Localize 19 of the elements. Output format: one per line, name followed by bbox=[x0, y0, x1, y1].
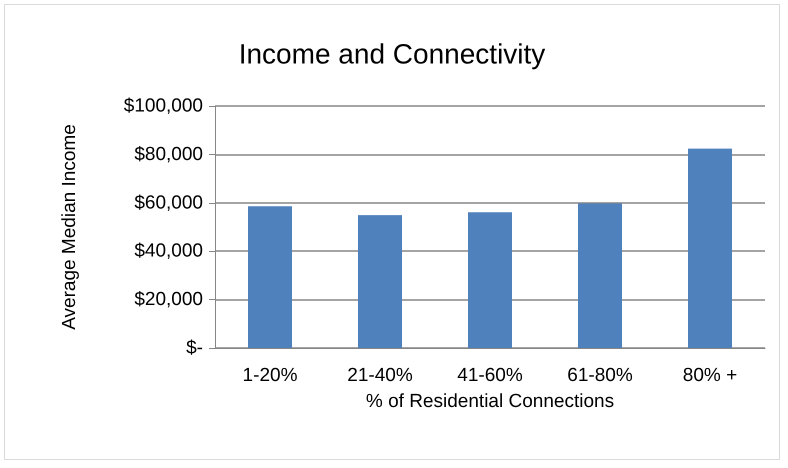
bar bbox=[358, 215, 402, 348]
chart-title: Income and Connectivity bbox=[238, 38, 546, 70]
y-tick-label: $80,000 bbox=[134, 144, 203, 165]
y-tick-label: $100,000 bbox=[124, 96, 203, 116]
x-tick-label: 80% + bbox=[682, 365, 738, 386]
y-tick-label: $20,000 bbox=[134, 289, 203, 310]
y-tick-label: $40,000 bbox=[134, 240, 203, 262]
bar bbox=[578, 204, 622, 348]
y-tick-label: $60,000 bbox=[134, 192, 203, 214]
x-tick-label: 41-60% bbox=[457, 365, 523, 386]
x-tick-label: 21-40% bbox=[347, 365, 413, 386]
y-tick-label: $- bbox=[186, 338, 203, 358]
y-axis-title: Average Median Income bbox=[59, 124, 80, 330]
bar bbox=[248, 206, 292, 348]
bar bbox=[468, 212, 512, 348]
x-tick-label: 61-80% bbox=[567, 365, 633, 386]
x-axis-title: % of Residential Connections bbox=[366, 391, 614, 412]
bar bbox=[688, 148, 732, 348]
x-tick-label: 1-20% bbox=[242, 365, 298, 386]
